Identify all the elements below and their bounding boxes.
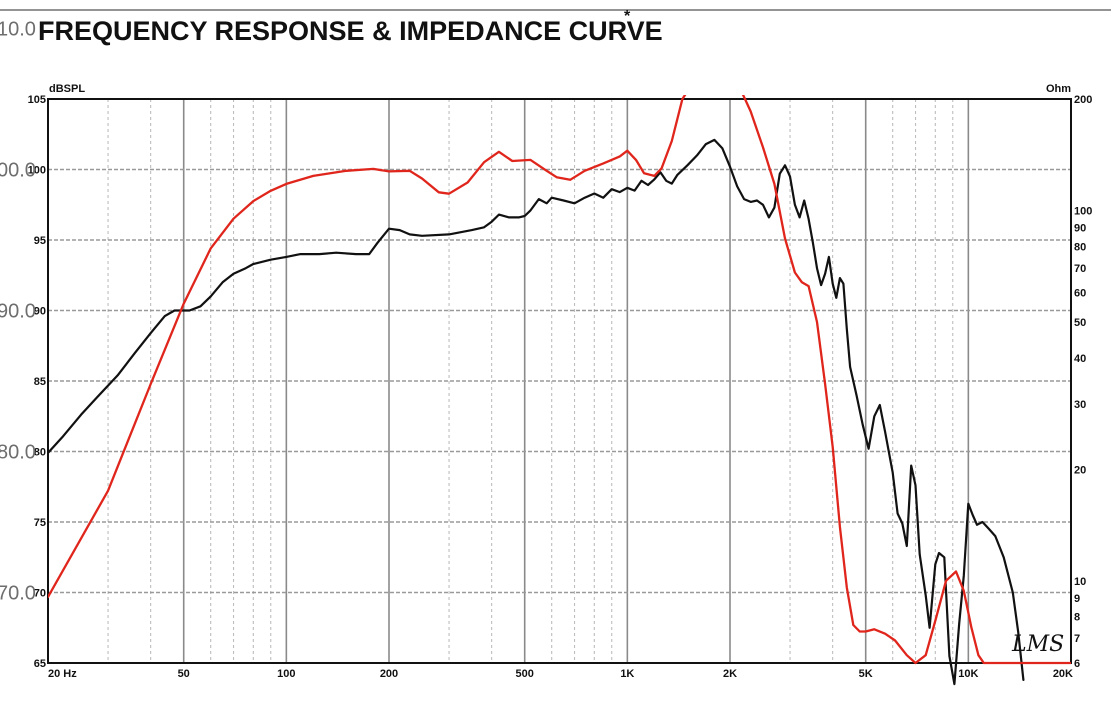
y-right-tick-label: 200 xyxy=(1074,94,1092,106)
y-right-tick-label: 20 xyxy=(1074,464,1086,476)
y-right-tick-label: 80 xyxy=(1074,241,1086,253)
y-left-tick-label: 90 xyxy=(34,306,46,318)
title-asterisk: * xyxy=(624,8,631,25)
y-left-tick-label: 105 xyxy=(28,94,46,106)
y-right-tick-label: 8 xyxy=(1074,612,1080,624)
y-left-tick-label: 85 xyxy=(34,376,46,388)
y-right-tick-label: 100 xyxy=(1074,205,1092,217)
left-axis-unit: dBSPL xyxy=(49,83,85,95)
x-tick-label: 2K xyxy=(723,668,737,680)
outer-axis-label: 90.0 xyxy=(0,301,36,323)
outer-axis-label: 80.0 xyxy=(0,442,36,464)
y-right-tick-label: 90 xyxy=(1074,222,1086,234)
spl-curve xyxy=(48,138,1025,686)
series-layer xyxy=(48,95,1071,686)
x-tick-label: 100 xyxy=(277,668,295,680)
y-right-tick-label: 6 xyxy=(1074,658,1080,670)
y-left-tick-label: 80 xyxy=(34,447,46,459)
x-tick-label: 5K xyxy=(859,668,873,680)
y-left-tick-label: 75 xyxy=(34,517,46,529)
plot-frame xyxy=(47,98,1072,664)
y-right-tick-label: 10 xyxy=(1074,576,1086,588)
x-tick-label: 1K xyxy=(620,668,634,680)
y-right-tick-label: 40 xyxy=(1074,353,1086,365)
x-tick-label: 20 Hz xyxy=(48,668,77,680)
y-left-tick-label: 65 xyxy=(34,658,46,670)
y-right-tick-label: 9 xyxy=(1074,593,1080,605)
outer-axis-label: 10.0 xyxy=(0,19,36,41)
x-tick-label: 10K xyxy=(958,668,978,680)
y-right-tick-label: 70 xyxy=(1074,263,1086,275)
y-left-tick-label: 100 xyxy=(28,165,46,177)
outer-axis-label: 70.0 xyxy=(0,583,36,605)
impedance-curve xyxy=(48,95,1071,665)
y-left-tick-label: 95 xyxy=(34,235,46,247)
x-tick-label: 20K xyxy=(1053,668,1073,680)
x-tick-label: 500 xyxy=(516,668,534,680)
y-right-tick-label: 50 xyxy=(1074,317,1086,329)
x-tick-label: 200 xyxy=(380,668,398,680)
right-axis-unit: Ohm xyxy=(1046,83,1071,95)
signature: LMS xyxy=(1011,632,1064,657)
y-right-tick-label: 30 xyxy=(1074,399,1086,411)
y-right-tick-label: 60 xyxy=(1074,288,1086,300)
x-tick-label: 50 xyxy=(178,668,190,680)
outer-axis-label: 00.0 xyxy=(0,160,36,182)
tick-labels: 20 Hz 50 100 200 500 1K 2K 5K 10K 20K657075808590… xyxy=(0,19,1092,681)
chart-title: FREQUENCY RESPONSE & IMPEDANCE CURVE xyxy=(38,16,663,46)
y-right-tick-label: 7 xyxy=(1074,633,1080,645)
y-left-tick-label: 70 xyxy=(34,588,46,600)
